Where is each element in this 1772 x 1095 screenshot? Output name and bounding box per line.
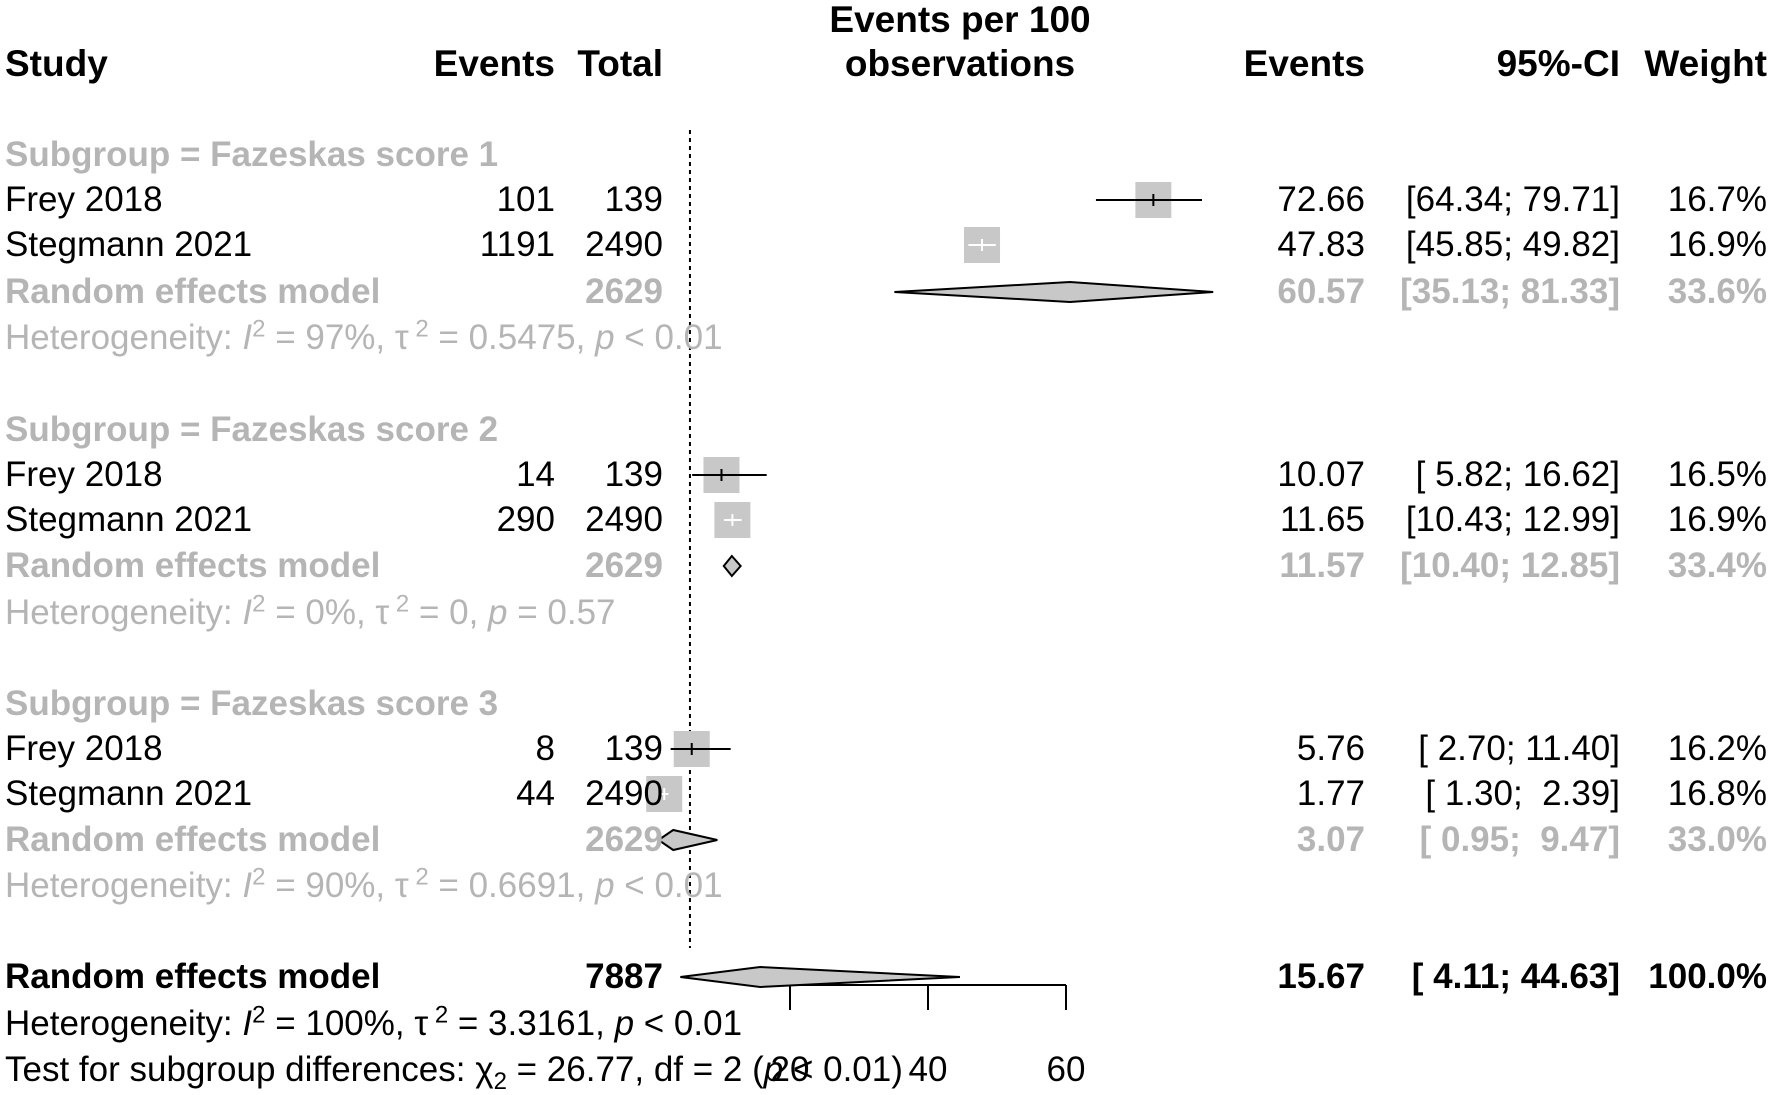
model-ci: [10.40; 12.85]: [1400, 546, 1620, 585]
study-events: 8: [535, 729, 555, 768]
study-name: Frey 2018: [5, 455, 163, 494]
heterogeneity-text: Heterogeneity: I2 = 0%, τ 2 = 0, p = 0.5…: [5, 590, 616, 632]
study-name: Stegmann 2021: [5, 774, 253, 813]
study-ci: [ 5.82; 16.62]: [1415, 455, 1620, 494]
study-ci: [10.43; 12.99]: [1405, 500, 1620, 539]
model-weight: 33.0%: [1667, 820, 1767, 859]
heterogeneity-text: Heterogeneity: I2 = 90%, τ 2 = 0.6691, p…: [5, 863, 723, 905]
subgroup-pooled-diamond: [722, 554, 742, 578]
study-events: 1191: [479, 225, 555, 264]
study-events: 101: [496, 180, 555, 219]
subgroup-title: Subgroup = Fazeskas score 3: [5, 684, 499, 723]
study-weight: 16.8%: [1667, 774, 1767, 813]
model-rate: 3.07: [1296, 820, 1365, 859]
study-total: 2490: [585, 225, 663, 264]
axis-tick-label-40: 40: [908, 1050, 948, 1089]
study-events: 14: [516, 455, 555, 494]
heterogeneity-text: Heterogeneity: I2 = 97%, τ 2 = 0.5475, p…: [5, 315, 723, 357]
study-ci: [ 2.70; 11.40]: [1418, 729, 1620, 768]
study-rate: 47.83: [1277, 225, 1365, 264]
study-events: 44: [516, 774, 555, 813]
study-weight: 16.7%: [1667, 180, 1767, 219]
subgroup-title: Subgroup = Fazeskas score 2: [5, 410, 499, 449]
study-total: 139: [604, 455, 663, 494]
overall-pooled-diamond: [680, 965, 960, 989]
study-name: Stegmann 2021: [5, 500, 253, 539]
header-events-rate: Events: [1243, 43, 1365, 84]
study-total: 2490: [585, 774, 663, 813]
overall-weight: 100.0%: [1648, 957, 1767, 996]
axis-tick-label-60: 60: [1046, 1050, 1086, 1089]
model-weight: 33.6%: [1667, 272, 1767, 311]
study-rate: 5.76: [1296, 729, 1365, 768]
axis-tick-label-20: 20: [770, 1050, 810, 1089]
study-name: Stegmann 2021: [5, 225, 253, 264]
model-ci: [ 0.95; 9.47]: [1419, 820, 1620, 859]
study-total: 139: [604, 180, 663, 219]
study-rate: 72.66: [1277, 180, 1365, 219]
header-total: Total: [577, 43, 663, 84]
model-rate: 11.57: [1279, 546, 1365, 585]
header-events: Events: [433, 43, 555, 84]
study-rate: 10.07: [1277, 455, 1365, 494]
overall-total: 7887: [585, 957, 663, 996]
model-label: Random effects model: [5, 272, 381, 311]
header-plot-title-line1: Events per 100: [829, 0, 1091, 40]
header-study: Study: [5, 43, 108, 84]
study-total: 139: [604, 729, 663, 768]
study-weight: 16.9%: [1667, 500, 1767, 539]
header-plot-title-line2: observations: [844, 43, 1076, 84]
overall-model-label: Random effects model: [5, 957, 381, 996]
study-total: 2490: [585, 500, 663, 539]
overall-rate: 15.67: [1277, 957, 1365, 996]
study-ci: [45.85; 49.82]: [1405, 225, 1620, 264]
model-total: 2629: [585, 272, 663, 311]
study-weight: 16.2%: [1667, 729, 1767, 768]
overall-ci: [ 4.11; 44.63]: [1411, 957, 1620, 996]
study-rate: 1.77: [1296, 774, 1365, 813]
header-weight: Weight: [1644, 43, 1767, 84]
model-rate: 60.57: [1277, 272, 1365, 311]
study-events: 290: [496, 500, 555, 539]
subgroup-pooled-diamond: [894, 280, 1214, 304]
model-weight: 33.4%: [1667, 546, 1767, 585]
model-label: Random effects model: [5, 546, 381, 585]
study-weight: 16.5%: [1667, 455, 1767, 494]
study-name: Frey 2018: [5, 180, 163, 219]
model-total: 2629: [585, 820, 663, 859]
header-ci: 95%-CI: [1496, 43, 1620, 84]
overall-heterogeneity-text: Heterogeneity: I2 = 100%, τ 2 = 3.3161, …: [5, 1001, 743, 1043]
model-ci: [35.13; 81.33]: [1400, 272, 1620, 311]
study-rate: 11.65: [1280, 500, 1365, 539]
model-label: Random effects model: [5, 820, 381, 859]
study-weight: 16.9%: [1667, 225, 1767, 264]
model-total: 2629: [585, 546, 663, 585]
subgroup-test-text: Test for subgroup differences: χ2 = 26.7…: [5, 1050, 903, 1095]
subgroup-title: Subgroup = Fazeskas score 1: [5, 135, 499, 174]
study-name: Frey 2018: [5, 729, 163, 768]
subgroup-pooled-diamond: [656, 828, 718, 852]
study-ci: [ 1.30; 2.39]: [1425, 774, 1620, 813]
study-ci: [64.34; 79.71]: [1405, 180, 1620, 219]
